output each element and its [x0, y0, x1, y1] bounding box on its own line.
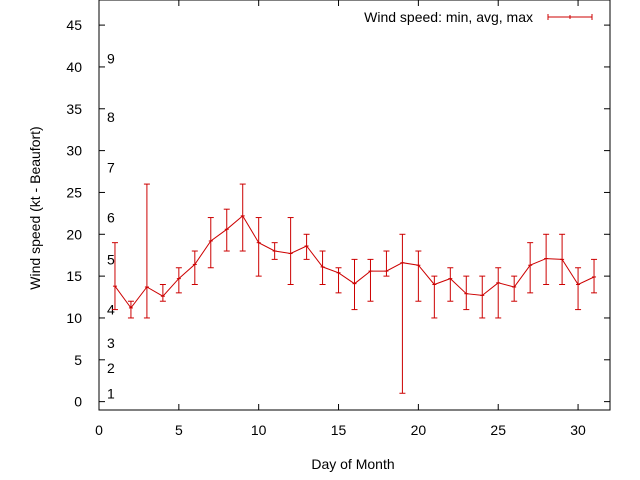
y-tick-label: 10 — [66, 310, 82, 326]
x-axis-label: Day of Month — [311, 456, 394, 472]
x-tick-label: 20 — [411, 422, 427, 438]
legend-label: Wind speed: min, avg, max — [364, 9, 533, 25]
beaufort-label: 2 — [107, 360, 115, 376]
x-tick-label: 5 — [175, 422, 183, 438]
data-series — [111, 183, 598, 394]
y-tick-label: 25 — [66, 184, 82, 200]
beaufort-label: 8 — [107, 109, 115, 125]
beaufort-label: 5 — [107, 251, 115, 267]
plot-frame — [98, 0, 611, 411]
beaufort-label: 9 — [107, 51, 115, 67]
x-tick-label: 0 — [95, 422, 103, 438]
y-tick-label: 35 — [66, 101, 82, 117]
legend: Wind speed: min, avg, max — [364, 9, 593, 25]
y-tick-label: 15 — [66, 268, 82, 284]
y-tick-label: 45 — [66, 17, 82, 33]
y-tick-label: 20 — [66, 226, 82, 242]
x-tick-label: 15 — [331, 422, 347, 438]
x-tick-label: 30 — [570, 422, 586, 438]
beaufort-label: 3 — [107, 335, 115, 351]
beaufort-scale: 1 2 3 4 5 6 7 8 9 — [107, 51, 115, 402]
y-tick-label: 30 — [66, 143, 82, 159]
beaufort-label: 7 — [107, 159, 115, 175]
beaufort-label: 1 — [107, 385, 115, 401]
x-tick-label: 25 — [490, 422, 506, 438]
beaufort-label: 6 — [107, 210, 115, 226]
y-tick-label: 5 — [74, 352, 82, 368]
beaufort-label: 4 — [107, 302, 115, 318]
y-tick-label: 0 — [74, 394, 82, 410]
y-tick-label: 40 — [66, 59, 82, 75]
x-tick-label: 10 — [251, 422, 267, 438]
y-axis-label: Wind speed (kt - Beaufort) — [27, 126, 43, 289]
